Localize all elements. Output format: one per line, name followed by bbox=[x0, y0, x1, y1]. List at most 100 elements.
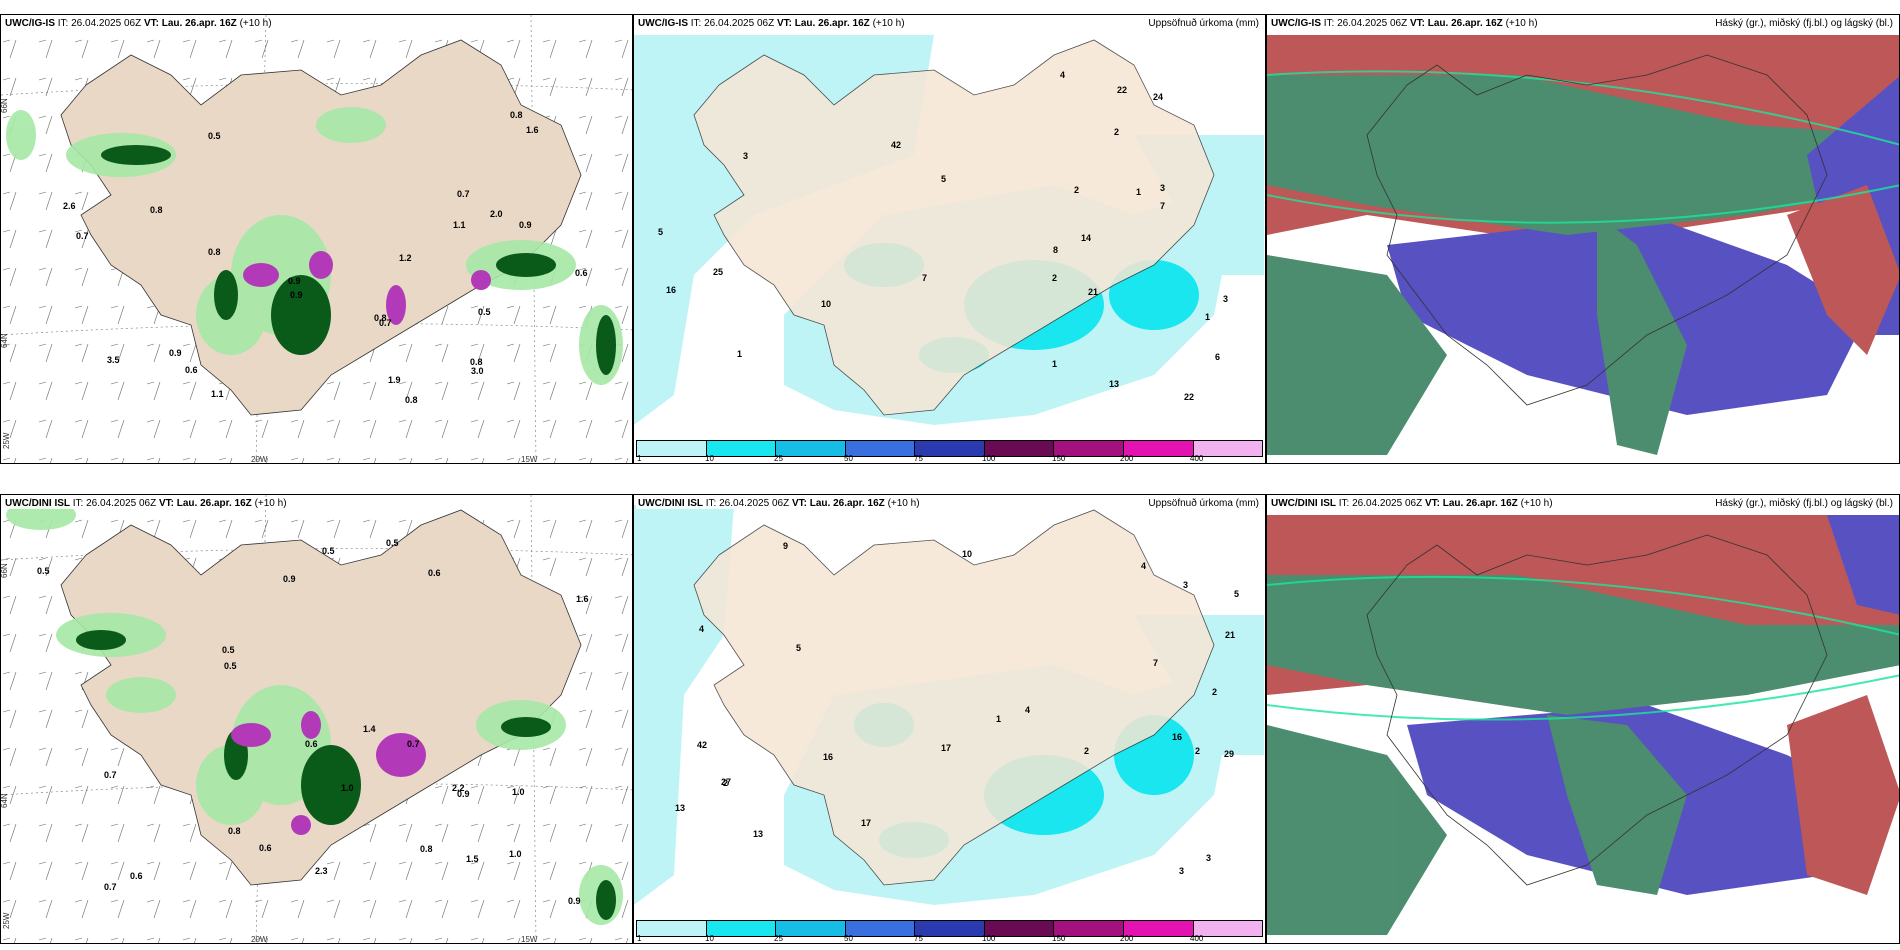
wind-barb bbox=[146, 861, 161, 881]
wind-barb bbox=[218, 419, 233, 439]
wind-barb bbox=[578, 633, 593, 653]
value-label: 3.5 bbox=[107, 355, 120, 365]
value-label: 0.9 bbox=[169, 348, 182, 358]
wind-barb bbox=[578, 419, 593, 439]
wind-barb bbox=[326, 381, 341, 401]
wind-barb bbox=[614, 191, 629, 211]
wind-barb bbox=[326, 861, 341, 881]
value-label: 3.0 bbox=[471, 366, 484, 376]
panel-title: UWC/DINI ISL IT: 26.04.2025 06Z VT: Lau.… bbox=[3, 498, 289, 509]
legend-swatch bbox=[1193, 921, 1263, 936]
wind-barb bbox=[2, 937, 17, 943]
cloud-title: Háský (gr.), miðský (fj.bl.) og lágský (… bbox=[1713, 498, 1895, 509]
wind-barb bbox=[326, 519, 341, 539]
precip-rate-map: 0.7 1.0 1.4 1.0 0.9 0.5 1.0 0.6 1.5 0.8 0.9 0.5 0.6 0… bbox=[1, 495, 632, 943]
wind-barb bbox=[614, 671, 629, 691]
value-label: 16 bbox=[1172, 732, 1182, 742]
value-label: 0.6 bbox=[575, 268, 588, 278]
value-label: 0.7 bbox=[104, 770, 117, 780]
value-label: 13 bbox=[1109, 379, 1119, 389]
value-label: 5 bbox=[1234, 589, 1239, 599]
wind-barb bbox=[614, 267, 629, 287]
wind-barb bbox=[614, 115, 629, 135]
value-label: 0.9 bbox=[457, 789, 470, 799]
wind-barb bbox=[398, 823, 413, 843]
panel-title: UWC/IG-IS IT: 26.04.2025 06Z VT: Lau. 26… bbox=[3, 18, 274, 29]
value-label: 22 bbox=[1117, 85, 1127, 95]
wind-barb bbox=[362, 39, 377, 59]
wind-barb bbox=[74, 709, 89, 729]
value-label: 1.6 bbox=[576, 594, 589, 604]
wind-barb bbox=[506, 785, 521, 805]
wind-barb bbox=[614, 785, 629, 805]
iceland-land bbox=[693, 509, 1215, 886]
wind-barb bbox=[578, 709, 593, 729]
value-label: 1 bbox=[1052, 359, 1057, 369]
wind-barb bbox=[290, 519, 305, 539]
wind-barb bbox=[38, 595, 53, 615]
wind-barb bbox=[398, 381, 413, 401]
wind-barb bbox=[614, 709, 629, 729]
legend-swatch bbox=[1123, 921, 1194, 936]
value-label: 0.9 bbox=[283, 574, 296, 584]
legend-swatch bbox=[706, 441, 777, 456]
wind-barb bbox=[110, 747, 125, 767]
value-label: 1 bbox=[1205, 312, 1210, 322]
wind-barb bbox=[434, 823, 449, 843]
wind-barb bbox=[434, 861, 449, 881]
value-label: 0.9 bbox=[290, 290, 303, 300]
value-label: 2 bbox=[1195, 746, 1200, 756]
wind-barb bbox=[254, 899, 269, 919]
wind-barb bbox=[578, 823, 593, 843]
legend-swatch bbox=[845, 441, 916, 456]
value-label: 0.8 bbox=[420, 844, 433, 854]
wind-barb bbox=[542, 747, 557, 767]
wind-barb bbox=[74, 419, 89, 439]
wind-barb bbox=[542, 899, 557, 919]
wind-barb bbox=[614, 937, 629, 943]
value-label: 0.9 bbox=[519, 220, 532, 230]
wind-barb bbox=[218, 937, 233, 943]
wind-barb bbox=[218, 861, 233, 881]
wind-barb bbox=[146, 785, 161, 805]
wind-barb bbox=[182, 937, 197, 943]
wind-barb bbox=[38, 823, 53, 843]
wind-barb bbox=[110, 39, 125, 59]
value-label: 0.6 bbox=[185, 365, 198, 375]
wind-barb bbox=[542, 77, 557, 97]
wind-barb bbox=[434, 937, 449, 943]
value-label: 1.0 bbox=[509, 849, 522, 859]
panel-title: UWC/DINI ISL IT: 26.04.2025 06Z VT: Lau.… bbox=[1269, 498, 1555, 509]
wind-barb bbox=[2, 861, 17, 881]
value-label: 21 bbox=[1225, 630, 1235, 640]
legend-swatch bbox=[984, 441, 1055, 456]
wind-barb bbox=[182, 39, 197, 59]
wind-barb bbox=[38, 747, 53, 767]
cloud-cover-map bbox=[1267, 15, 1899, 463]
wind-barb bbox=[506, 823, 521, 843]
wind-barb bbox=[182, 343, 197, 363]
wind-barb bbox=[74, 381, 89, 401]
wind-barb bbox=[218, 519, 233, 539]
value-label: 1.4 bbox=[363, 724, 376, 734]
wind-barb bbox=[578, 229, 593, 249]
wind-barb bbox=[578, 77, 593, 97]
precip-legend: 1 10 25 50 75 100 150 200 400 bbox=[634, 918, 1265, 943]
wind-barb bbox=[38, 191, 53, 211]
value-label: 3 bbox=[1223, 294, 1228, 304]
value-label: 0.6 bbox=[428, 568, 441, 578]
wind-barb bbox=[38, 229, 53, 249]
value-label: 0.5 bbox=[222, 645, 235, 655]
wind-barb bbox=[506, 457, 521, 463]
value-label: 8 bbox=[1053, 245, 1058, 255]
wind-barb bbox=[506, 39, 521, 59]
wind-barb bbox=[578, 267, 593, 287]
value-label: 4 bbox=[1060, 70, 1065, 80]
wind-barb bbox=[146, 457, 161, 463]
cloud-map-panel-bottom: UWC/DINI ISL IT: 26.04.2025 06Z VT: Lau.… bbox=[1266, 494, 1900, 944]
value-label: 42 bbox=[891, 140, 901, 150]
value-label: 6 bbox=[1215, 352, 1220, 362]
wind-barb bbox=[470, 937, 485, 943]
svg-text:25W: 25W bbox=[2, 432, 11, 449]
